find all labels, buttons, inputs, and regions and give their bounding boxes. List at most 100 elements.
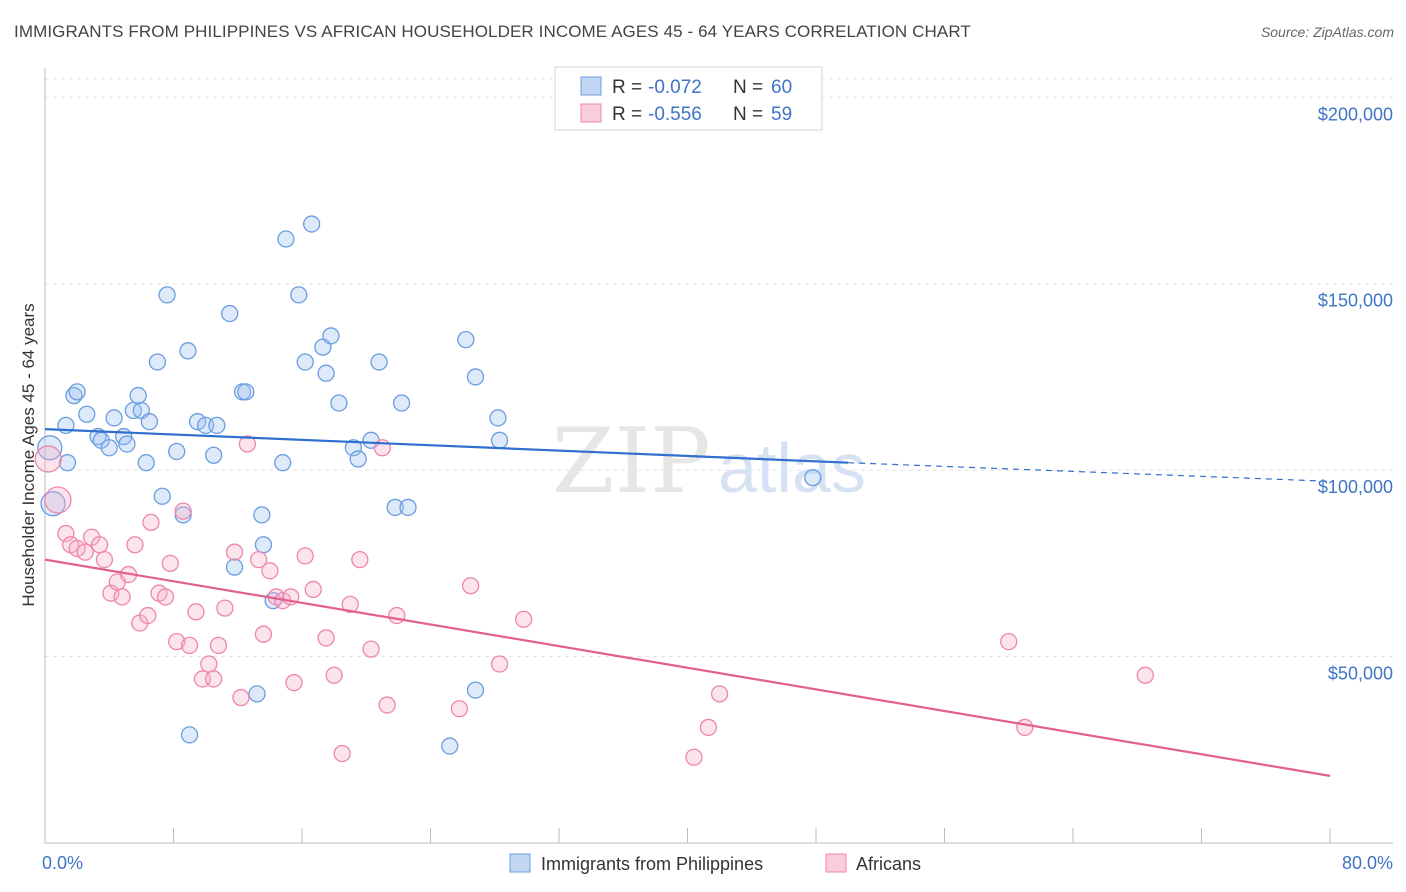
- philippines-point-55: [466, 368, 485, 386]
- africans-point-58: [1016, 718, 1034, 737]
- philippines-point-22: [174, 506, 192, 524]
- y-axis-label: Householder Income Ages 45 - 64 years: [19, 303, 38, 606]
- philippines-point-12: [118, 435, 136, 453]
- africans-point-48: [378, 696, 396, 714]
- legend-swatch-africans: [580, 103, 602, 123]
- philippines-point-33: [248, 685, 266, 703]
- watermark: ZIP atlas: [552, 409, 866, 514]
- africans-point-38: [285, 674, 303, 692]
- philippines-point-35: [254, 536, 273, 554]
- philippines-point-3: [58, 454, 77, 472]
- philippines-point-23: [179, 342, 197, 360]
- africans-point-5: [76, 543, 94, 561]
- africans-point-16: [142, 513, 160, 531]
- legend-swatch-philippines: [580, 76, 602, 96]
- africans-point-42: [325, 666, 343, 684]
- africans-point-27: [209, 636, 228, 655]
- africans-point-28: [216, 599, 234, 617]
- philippines-point-38: [277, 230, 295, 248]
- philippines-trend-extension: [848, 462, 1331, 482]
- philippines-point-10: [105, 409, 123, 427]
- philippines-point-44: [322, 327, 340, 345]
- philippines-point-45: [330, 394, 348, 412]
- philippines-point-29: [221, 304, 239, 323]
- y-tick-label-3: $200,000: [1318, 104, 1393, 124]
- chart-title: IMMIGRANTS FROM PHILIPPINES VS AFRICAN H…: [14, 22, 971, 41]
- africans-point-4: [68, 539, 86, 558]
- philippines-point-49: [370, 353, 388, 371]
- bottom-legend-label-philippines: Immigrants from Philippines: [541, 854, 763, 874]
- africans-point-45: [351, 550, 369, 569]
- africans-point-2: [57, 524, 75, 543]
- philippines-point-39: [290, 286, 308, 304]
- africans-point-23: [187, 603, 205, 621]
- africans-point-22: [180, 636, 199, 655]
- philippines-point-9: [100, 439, 118, 457]
- philippines-point-46: [344, 439, 363, 457]
- philippines-point-30: [225, 558, 244, 576]
- bottom-legend-swatch-philippines: [509, 853, 531, 873]
- africans-point-55: [699, 718, 718, 737]
- philippines-point-16: [137, 454, 155, 472]
- philippines-point-20: [158, 286, 176, 304]
- philippines-point-24: [180, 726, 199, 744]
- africans-point-8: [95, 550, 114, 569]
- africans-point-15: [139, 606, 157, 625]
- africans-point-1: [44, 486, 72, 514]
- x-tick-label-max: 80.0%: [1342, 853, 1393, 873]
- watermark-zip: ZIP: [552, 409, 711, 514]
- legend-box: R = -0.072 N = 60 R = -0.556 N = 59: [554, 66, 823, 131]
- africans-point-7: [90, 536, 109, 554]
- philippines-point-6: [78, 405, 96, 423]
- philippines-point-18: [148, 353, 167, 371]
- bottom-legend-label-africans: Africans: [856, 854, 921, 874]
- philippines-point-14: [129, 386, 147, 405]
- philippines-point-56: [466, 681, 485, 699]
- philippines-point-19: [153, 487, 171, 505]
- philippines-point-21: [168, 442, 186, 461]
- africans-point-57: [1000, 633, 1018, 651]
- africans-point-59: [1136, 666, 1154, 684]
- africans-point-52: [490, 655, 509, 673]
- philippines-trend-line: [44, 428, 849, 464]
- africans-point-34: [261, 562, 279, 580]
- africans-point-33: [254, 625, 273, 643]
- philippines-point-34: [253, 506, 271, 524]
- y-tick-labels: $50,000 $100,000 $150,000 $200,000: [1318, 104, 1393, 683]
- africans-point-44: [341, 595, 359, 614]
- bottom-legend-swatch-africans: [825, 853, 847, 873]
- philippines-point-32: [237, 383, 255, 401]
- africans-point-19: [161, 554, 179, 573]
- axes: [44, 68, 1393, 844]
- watermark-atlas: atlas: [718, 429, 866, 507]
- y-tick-label-2: $150,000: [1318, 291, 1393, 311]
- africans-point-29: [225, 543, 244, 561]
- africans-point-20: [168, 633, 186, 651]
- philippines-point-58: [490, 431, 509, 449]
- philippines-point-59: [804, 468, 822, 487]
- trend-lines: [44, 428, 1331, 777]
- africans-point-39: [296, 547, 314, 565]
- legend-n-label-1: N =: [733, 77, 763, 98]
- philippines-point-51: [392, 394, 411, 412]
- africans-point-31: [238, 435, 257, 453]
- africans-point-54: [685, 748, 703, 766]
- africans-point-21: [174, 502, 192, 520]
- philippines-point-50: [386, 498, 404, 517]
- africans-point-49: [388, 606, 406, 625]
- legend-n-value-2: 59: [771, 104, 792, 125]
- philippines-point-37: [274, 454, 292, 472]
- philippines-point-52: [399, 498, 417, 517]
- africans-point-51: [462, 577, 480, 595]
- africans-point-18: [156, 588, 175, 606]
- grid-lines: [45, 78, 1395, 658]
- philippines-point-43: [317, 364, 335, 382]
- bottom-legend: Immigrants from Philippines Africans: [509, 853, 921, 874]
- africans-point-26: [205, 670, 223, 688]
- philippines-point-41: [302, 215, 321, 233]
- philippines-point-57: [489, 409, 507, 427]
- philippines-point-47: [349, 450, 367, 468]
- africans-point-43: [333, 744, 351, 763]
- philippines-point-54: [457, 330, 475, 349]
